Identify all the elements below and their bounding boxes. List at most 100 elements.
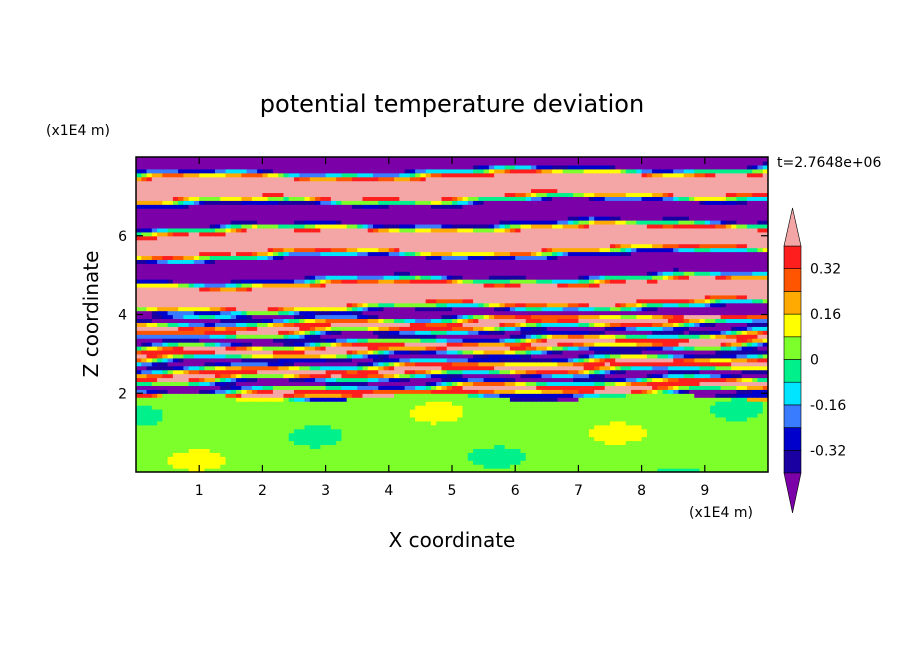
field-cell xyxy=(683,385,690,390)
field-cell xyxy=(689,381,695,386)
field-cell xyxy=(236,381,242,386)
field-cell xyxy=(351,365,358,371)
field-cell xyxy=(409,420,416,426)
field-cell xyxy=(536,444,543,449)
field-cell xyxy=(225,349,232,355)
field-cell xyxy=(573,468,579,472)
field-cell xyxy=(404,361,411,367)
field-cell xyxy=(520,338,527,343)
field-cell xyxy=(373,401,379,406)
field-cell xyxy=(615,365,622,371)
field-cell xyxy=(736,436,743,442)
field-cell xyxy=(151,464,158,469)
field-cell xyxy=(178,385,184,390)
field-cell xyxy=(430,342,437,347)
field-cell xyxy=(204,448,211,453)
field-cell xyxy=(357,464,364,469)
field-cell xyxy=(683,440,690,446)
field-cell xyxy=(236,334,242,339)
field-cell xyxy=(146,405,153,410)
field-cell xyxy=(383,346,390,351)
field-cell xyxy=(209,342,216,347)
field-cell xyxy=(673,314,680,320)
field-cell xyxy=(188,468,195,472)
field-cell xyxy=(209,436,216,442)
field-cell xyxy=(394,322,400,327)
field-cell xyxy=(736,456,743,461)
field-cell xyxy=(599,389,606,394)
field-cell xyxy=(299,365,306,371)
field-cell xyxy=(546,444,553,449)
field-cell xyxy=(183,420,190,426)
field-cell xyxy=(325,381,332,386)
field-cell xyxy=(678,456,685,461)
field-cell xyxy=(446,342,453,347)
field-cell xyxy=(430,381,437,386)
field-cell xyxy=(257,389,263,394)
field-cell xyxy=(146,412,153,418)
field-cell xyxy=(246,346,253,351)
field-cell xyxy=(573,420,579,426)
field-cell xyxy=(483,440,490,446)
field-cell xyxy=(404,416,411,422)
field-cell xyxy=(409,393,416,398)
field-cell xyxy=(683,338,690,343)
field-cell xyxy=(283,342,290,347)
field-cell xyxy=(604,377,611,383)
field-cell xyxy=(399,389,406,394)
field-cell xyxy=(552,353,558,359)
field-cell xyxy=(246,409,253,414)
field-cell xyxy=(578,369,585,375)
field-cell xyxy=(178,452,184,457)
field-cell xyxy=(315,322,321,327)
field-cell xyxy=(604,361,611,367)
field-cell xyxy=(357,338,364,343)
field-cell xyxy=(662,342,669,347)
field-cell xyxy=(246,377,253,383)
field-cell xyxy=(704,389,711,394)
field-cell xyxy=(557,381,564,386)
field-cell xyxy=(594,338,601,343)
field-cell xyxy=(178,310,184,316)
field-cell xyxy=(515,326,522,331)
field-cell xyxy=(420,322,427,327)
field-cell xyxy=(473,334,479,339)
field-cell xyxy=(499,397,506,402)
field-cell xyxy=(594,409,601,414)
field-cell xyxy=(752,365,759,371)
field-cell xyxy=(272,409,279,414)
field-cell xyxy=(330,318,337,323)
field-cell xyxy=(525,342,532,347)
field-cell xyxy=(746,409,753,414)
field-cell xyxy=(725,444,732,449)
field-cell xyxy=(346,432,353,438)
field-cell xyxy=(288,409,295,414)
field-cell xyxy=(657,381,664,386)
field-cell xyxy=(704,460,711,465)
field-cell xyxy=(636,416,643,422)
field-cell xyxy=(315,468,321,472)
field-cell xyxy=(541,420,548,426)
field-cell xyxy=(246,397,253,402)
field-cell xyxy=(462,326,469,331)
field-cell xyxy=(436,349,443,355)
field-cell xyxy=(462,373,469,379)
field-cell xyxy=(283,405,290,410)
field-cell xyxy=(230,436,237,442)
field-cell xyxy=(251,314,258,320)
field-cell xyxy=(193,460,200,465)
field-cell xyxy=(473,460,479,465)
field-cell xyxy=(315,306,321,312)
field-cell xyxy=(236,369,242,375)
field-cell xyxy=(678,361,685,367)
field-cell xyxy=(720,397,727,402)
field-cell xyxy=(715,464,722,469)
field-cell xyxy=(394,334,400,339)
field-cell xyxy=(578,357,585,363)
field-cell xyxy=(594,460,601,465)
field-cell xyxy=(541,322,548,327)
field-cell xyxy=(409,334,416,339)
field-cell xyxy=(283,365,290,371)
field-cell xyxy=(309,424,316,430)
field-cell xyxy=(541,377,548,383)
